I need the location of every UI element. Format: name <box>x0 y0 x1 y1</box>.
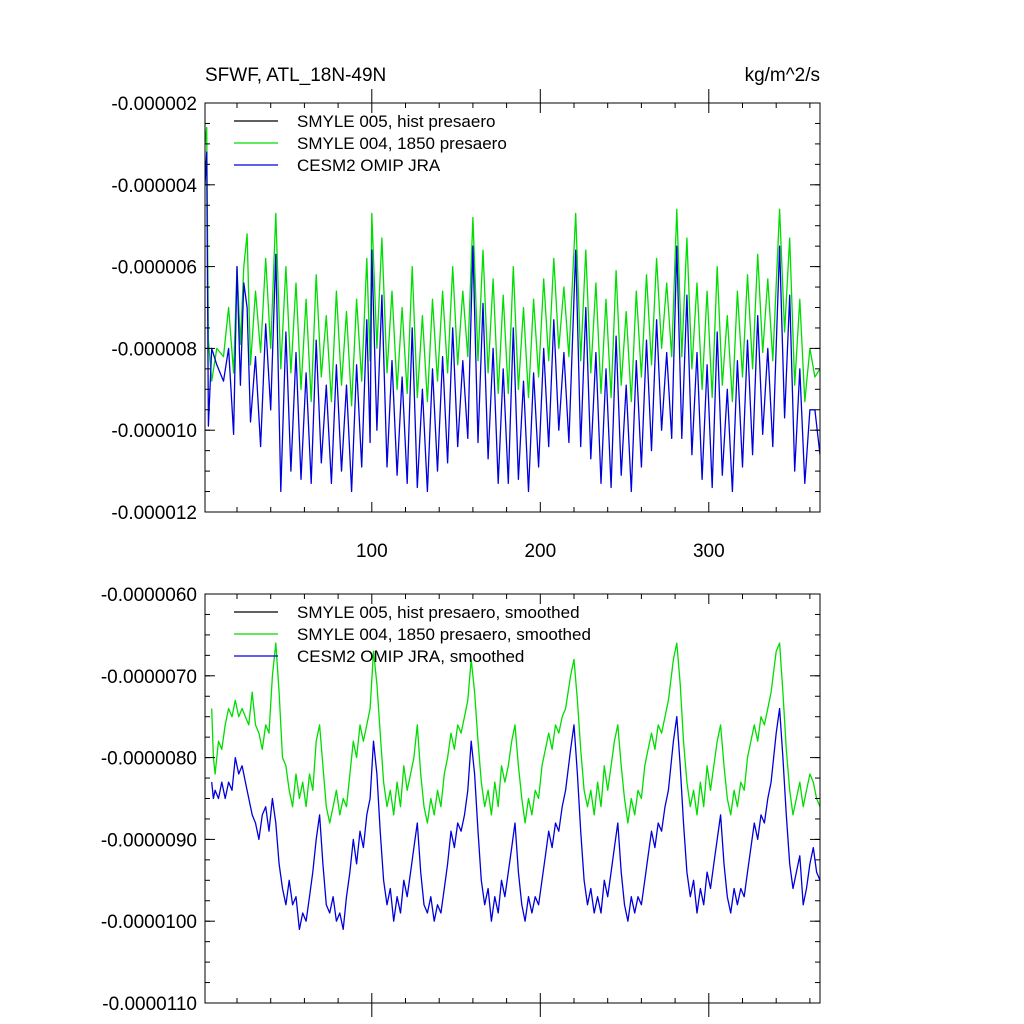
y-tick-label: -0.000002 <box>111 94 197 115</box>
y-tick-label: -0.000010 <box>111 421 197 442</box>
legend-label: SMYLE 005, hist presaero, smoothed <box>297 603 580 622</box>
y-tick-label: -0.0000060 <box>101 585 197 606</box>
x-tick-label: 300 <box>693 541 725 562</box>
y-tick-label: -0.0000100 <box>101 912 197 933</box>
y-tick-label: -0.0000110 <box>102 994 197 1015</box>
series-line-omip <box>205 151 820 493</box>
y-tick-label: -0.000008 <box>111 339 197 360</box>
y-tick-label: -0.0000070 <box>101 667 197 688</box>
series-line-smyle004 <box>205 126 820 407</box>
bottom-legend: SMYLE 005, hist presaero, smoothed SMYLE … <box>234 603 591 666</box>
x-tick-label: 100 <box>356 541 388 562</box>
y-tick-label: -0.0000090 <box>101 830 197 851</box>
top-plot-area <box>205 126 820 493</box>
top-panel: SFWF, ATL_18N-49N kg/m^2/s SMYLE 005, hi… <box>111 65 821 562</box>
legend-label: SMYLE 005, hist presaero <box>297 112 495 131</box>
legend-label: CESM2 OMIP JRA <box>297 156 441 175</box>
series-line-omip <box>211 707 820 931</box>
y-tick-label: -0.000004 <box>111 176 197 197</box>
bottom-panel: SMYLE 005, hist presaero, smoothed SMYLE … <box>101 585 821 1017</box>
top-panel-title: SFWF, ATL_18N-49N <box>205 65 386 86</box>
legend-label: SMYLE 004, 1850 presaero <box>297 134 507 153</box>
y-tick-label: -0.000006 <box>111 258 197 279</box>
series-line-smyle004 <box>211 642 820 824</box>
top-legend: SMYLE 005, hist presaero SMYLE 004, 1850 … <box>234 112 507 175</box>
legend-label: SMYLE 004, 1850 presaero, smoothed <box>297 625 591 644</box>
x-tick-label: 200 <box>524 541 556 562</box>
bottom-plot-area <box>211 642 820 931</box>
y-tick-label: -0.000012 <box>111 503 197 524</box>
top-panel-units: kg/m^2/s <box>745 65 820 86</box>
legend-label: CESM2 OMIP JRA, smoothed <box>297 647 524 666</box>
y-tick-label: -0.0000080 <box>101 749 197 770</box>
